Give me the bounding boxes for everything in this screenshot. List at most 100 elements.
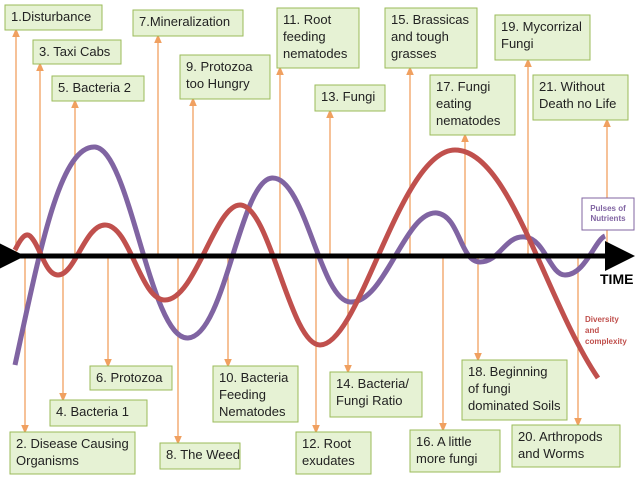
arrows [12,28,611,445]
purple-label-box [581,197,635,231]
box-text: 21. Without Death no Life [539,79,616,111]
box-frame [511,424,621,468]
box-line: 17. Fungi [436,79,490,94]
box-frame [212,365,299,423]
label-box: 20. Arthropods and Worms [511,424,621,468]
label-box: 11. Root feeding nematodes [276,7,360,69]
label-box: 3. Taxi Cabs [32,39,122,65]
box-frame [409,429,501,473]
box-line: 6. Protozoa [96,370,163,385]
label-box: 2. Disease Causing Organisms [9,431,136,475]
box-text: 14. Bacteria/Fungi Ratio [336,376,409,408]
box-line: Fungi [501,36,534,51]
box-text: 15. Brassicas and tough grasses [391,12,470,61]
box-line: 5. Bacteria 2 [58,80,131,95]
label-box: 16. A little more fungi [409,429,501,473]
box-text: 19. Mycorrizal Fungi [501,19,582,51]
box-line: 7.Mineralization [139,14,230,29]
box-line: nematodes [283,46,348,61]
label-box: 1.Disturbance [4,4,103,31]
box-frame [532,74,629,121]
label-box: 14. Bacteria/Fungi Ratio [329,371,423,418]
box-line: 8. The Weed [166,447,240,462]
box-text: 4. Bacteria 1 [56,404,129,419]
box-line: 9. Protozoa [186,59,253,74]
box-line: and Worms [518,446,585,461]
box-text: 10. Bacteria Feeding Nematodes [219,370,289,419]
box-text: 2. Disease Causing Organisms [16,436,129,468]
box-line: 2. Disease Causing [16,436,129,451]
purple-label: Pulses of Nutrients [590,204,626,223]
box-line: and tough [391,29,449,44]
box-line: Organisms [16,453,79,468]
box-frame [51,75,145,102]
box-text: 18. Beginning of fungi dominated Soils [468,364,561,413]
box-line: 3. Taxi Cabs [39,44,111,59]
box-frame [159,442,241,470]
label-box: 10. Bacteria Feeding Nematodes [212,365,299,423]
box-frame [9,431,136,475]
box-text: 13. Fungi [321,89,375,104]
box-frame [276,7,360,69]
label-box: 9. Protozoa too Hungry [179,54,271,100]
axis-label: TIME [600,271,633,287]
box-frame [295,431,372,475]
box-line: eating [436,96,471,111]
box-line: Death no Life [539,96,616,111]
box-line: 18. Beginning [468,364,548,379]
box-text: 8. The Weed [166,447,240,462]
box-text: 20. Arthropods and Worms [518,429,603,461]
box-frame [494,14,591,61]
box-frame [384,7,478,69]
label-box: 21. Without Death no Life [532,74,629,121]
box-frame [32,39,122,65]
box-text: 17. Fungi eating nematodes [436,79,501,128]
label-box: 4. Bacteria 1 [49,399,148,427]
box-frame [89,365,173,391]
box-frame [329,371,423,418]
label-box: 8. The Weed [159,442,241,470]
box-text: 1.Disturbance [11,9,91,24]
box-text: 9. Protozoa too Hungry [186,59,253,91]
box-line: 21. Without [539,79,605,94]
box-line: nematodes [436,113,501,128]
box-line: 11. Root [283,12,332,27]
box-line: of fungi [468,381,511,396]
boxes: 1.Disturbance 2. Disease Causing Organisms… [4,4,629,475]
box-line: 13. Fungi [321,89,375,104]
label-box: 5. Bacteria 2 [51,75,145,102]
label-box: 12. Root exudates [295,431,372,475]
label-box: 7.Mineralization [132,9,244,37]
red-curve [12,147,601,380]
box-frame [132,9,244,37]
box-line: Nematodes [219,404,286,419]
label-box: 17. Fungi eating nematodes [429,74,516,136]
box-line: feeding [283,29,326,44]
box-frame [314,84,386,112]
red-label: Diversity and complexity [585,315,627,346]
box-frame [49,399,148,427]
box-line: 16. A little [416,434,472,449]
box-line: 1.Disturbance [11,9,91,24]
box-frame [4,4,103,31]
box-frame [461,359,568,421]
box-line: 12. Root [302,436,352,451]
box-line: Feeding [219,387,266,402]
label-box: 15. Brassicas and tough grasses [384,7,478,69]
box-line: 14. Bacteria/ [336,376,409,391]
label-box: 18. Beginning of fungi dominated Soils [461,359,568,421]
box-line: 19. Mycorrizal [501,19,582,34]
box-line: Fungi Ratio [336,393,402,408]
box-line: grasses [391,46,437,61]
box-line: more fungi [416,451,478,466]
box-line: 15. Brassicas [391,12,470,27]
box-text: 7.Mineralization [139,14,230,29]
box-line: 4. Bacteria 1 [56,404,129,419]
box-text: 11. Root feeding nematodes [283,12,348,61]
label-box: 13. Fungi [314,84,386,112]
box-line: dominated Soils [468,398,561,413]
label-box: 19. Mycorrizal Fungi [494,14,591,61]
box-line: 20. Arthropods [518,429,603,444]
box-line: exudates [302,453,355,468]
